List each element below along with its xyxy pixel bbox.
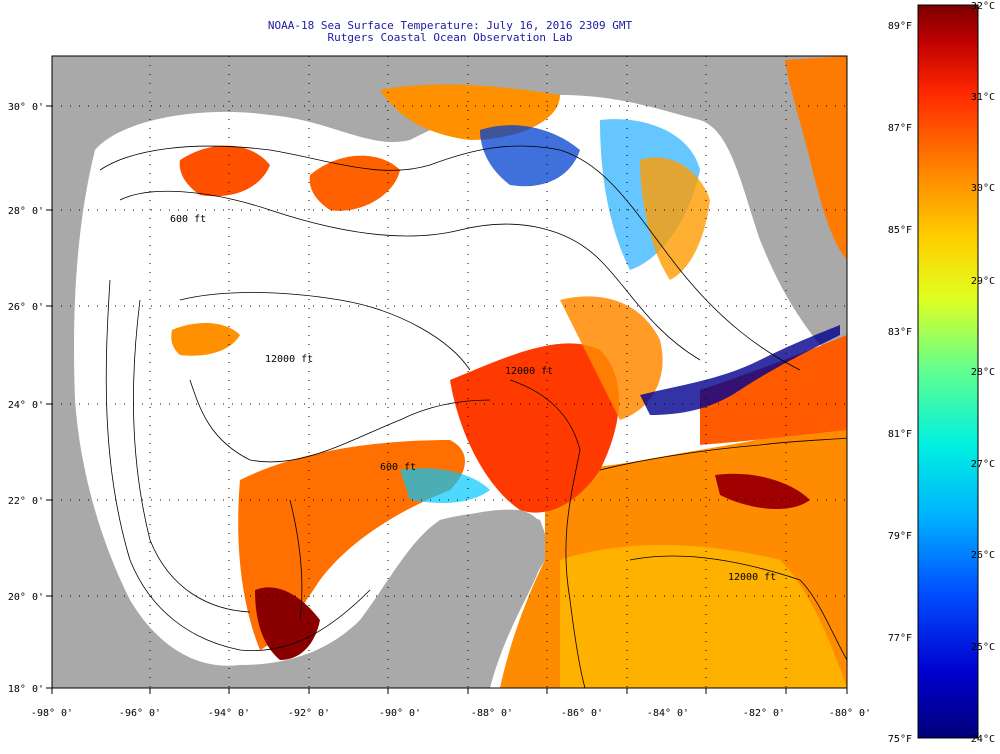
sst-west-patch — [171, 323, 240, 356]
lon-label: -94° 0' — [208, 708, 250, 719]
sst-texas — [179, 145, 270, 197]
lat-label: 20° 0' — [8, 592, 44, 603]
bathymetry-contours — [99, 145, 847, 688]
contour-label: 600 ft — [170, 214, 206, 225]
colorbar-c-label: 32°C — [971, 1, 995, 12]
colorbar-f-label: 85°F — [888, 225, 912, 236]
sst-florida-shelf-warm — [640, 157, 710, 280]
contour-label: 12000 ft — [728, 572, 776, 583]
map-area: 600 ft 12000 ft 12000 ft 600 ft 12000 ft — [52, 56, 847, 688]
contour-label: 12000 ft — [265, 354, 313, 365]
colorbar-f-label: 83°F — [888, 327, 912, 338]
lon-label: -86° 0' — [561, 708, 603, 719]
sst-loop-orange — [560, 296, 663, 420]
colorbar-c-label: 26°C — [971, 550, 995, 561]
colorbar-f-label: 87°F — [888, 123, 912, 134]
colorbar-f-label: 75°F — [888, 734, 912, 745]
sst-straits — [700, 335, 847, 445]
lon-label: -80° 0' — [829, 708, 871, 719]
contour-label: 12000 ft — [505, 366, 553, 377]
colorbar-f-label: 77°F — [888, 633, 912, 644]
colorbar-fahrenheit-labels: 89°F 87°F 85°F 83°F 81°F 79°F 77°F 75°F — [888, 21, 912, 745]
graticule — [52, 56, 847, 688]
contour-label: 600 ft — [380, 462, 416, 473]
latitude-labels: 18° 0' 20° 0' 22° 0' 24° 0' 26° 0' 28° 0… — [8, 102, 44, 695]
sst-shelf-dark-blue — [640, 325, 840, 415]
colorbar-c-label: 29°C — [971, 276, 995, 287]
colorbar-celsius-labels: 32°C 31°C 30°C 29°C 28°C 27°C 26°C 25°C … — [971, 1, 995, 745]
yucatan-land — [377, 512, 545, 688]
lat-label: 18° 0' — [8, 684, 44, 695]
lat-label: 30° 0' — [8, 102, 44, 113]
lon-label: -98° 0' — [31, 708, 73, 719]
colorbar-c-label: 28°C — [971, 367, 995, 378]
colorbar — [917, 4, 979, 739]
sst-atlantic — [785, 56, 847, 260]
lon-label: -92° 0' — [288, 708, 330, 719]
colorbar-c-label: 31°C — [971, 92, 995, 103]
colorbar-f-label: 79°F — [888, 531, 912, 542]
colorbar-c-label: 24°C — [971, 734, 995, 745]
colorbar-c-label: 30°C — [971, 183, 995, 194]
lat-label: 22° 0' — [8, 496, 44, 507]
sst-cuba-red — [715, 473, 810, 510]
lon-label: -82° 0' — [743, 708, 785, 719]
lat-label: 26° 0' — [8, 302, 44, 313]
lat-label: 24° 0' — [8, 400, 44, 411]
longitude-labels: -98° 0' -96° 0' -94° 0' -92° 0' -90° 0' … — [31, 708, 871, 719]
sst-cool-blues — [480, 125, 580, 187]
sst-caribbean-yellow — [560, 545, 847, 688]
axis-ticks — [46, 105, 848, 694]
sst-campeche-cool — [400, 468, 490, 503]
sst-campeche-red — [255, 587, 320, 660]
lon-label: -84° 0' — [647, 708, 689, 719]
lon-label: -90° 0' — [379, 708, 421, 719]
lat-label: 28° 0' — [8, 206, 44, 217]
lon-label: -96° 0' — [119, 708, 161, 719]
colorbar-c-label: 25°C — [971, 642, 995, 653]
colorbar-c-label: 27°C — [971, 459, 995, 470]
map-subtitle: Rutgers Coastal Ocean Observation Lab — [327, 31, 573, 44]
colorbar-f-label: 81°F — [888, 429, 912, 440]
colorbar-f-label: 89°F — [888, 21, 912, 32]
map-title: NOAA-18 Sea Surface Temperature: July 16… — [267, 19, 633, 32]
sst-loop-current — [450, 343, 619, 513]
map-frame — [51, 55, 848, 689]
lon-label: -88° 0' — [471, 708, 513, 719]
sst-louisiana — [309, 155, 400, 211]
